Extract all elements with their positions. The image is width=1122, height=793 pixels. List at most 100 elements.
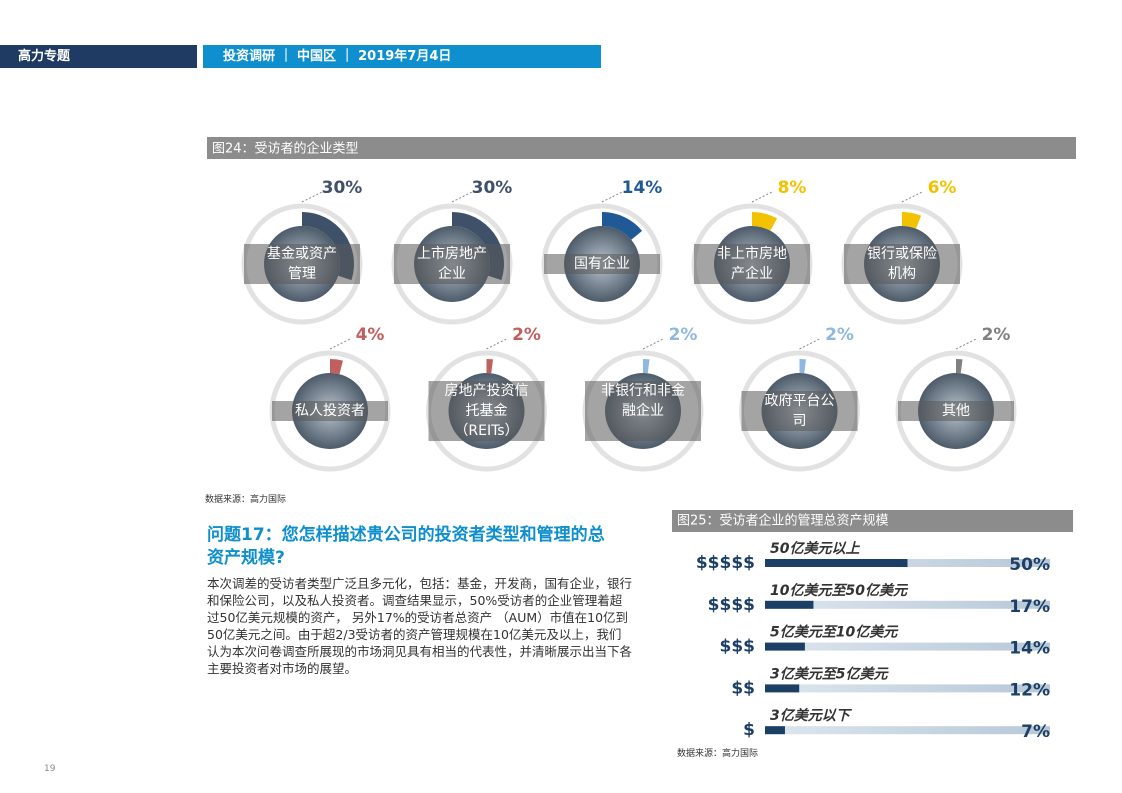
label-band [428, 381, 545, 441]
title-bar [207, 137, 1076, 159]
category-label: 基金或资产管理 [267, 245, 337, 282]
label-line: 非上市房地 [717, 245, 787, 262]
donut-segment [330, 359, 343, 375]
bar [765, 559, 908, 567]
bar [765, 642, 805, 651]
value-label: 4% [356, 325, 385, 345]
value-label: 30% [472, 178, 513, 198]
source: 数据来源：高力国际 [205, 495, 287, 505]
label-line: 产企业 [731, 265, 773, 282]
category-label: 3亿美元以下 [770, 707, 853, 724]
leader [486, 338, 507, 350]
category-label: 上市房地产企业 [417, 245, 487, 282]
bar [765, 726, 785, 735]
value-label: 6% [928, 178, 957, 198]
label-band [694, 244, 810, 284]
value-label: 2% [669, 325, 698, 345]
leader [642, 338, 664, 350]
category-label: 国有企业 [574, 255, 630, 272]
bar [765, 684, 800, 693]
icon-label: $$$$ [708, 595, 755, 615]
chart-title: 图24：受访者的企业类型 [212, 141, 359, 157]
category-label: 5亿美元至10亿美元 [770, 624, 899, 641]
value-label: 2% [512, 325, 541, 345]
value-label: 8% [778, 178, 807, 198]
label-line: 融企业 [622, 402, 664, 419]
label-band [394, 244, 510, 284]
label-line: 银行或保险 [867, 246, 937, 262]
donut-segment [956, 359, 963, 374]
label-line: 政府平台公 [765, 393, 835, 409]
donut-segment [643, 359, 650, 374]
donut-segment [752, 212, 778, 231]
label-band [741, 391, 858, 431]
bar-track [765, 642, 1050, 651]
leader [901, 191, 923, 203]
title-bar [672, 510, 1073, 532]
donut-segment [486, 359, 494, 374]
header-right: 投资调研 ｜ 中国区 ｜ 2019年7月4日 [203, 45, 601, 68]
chart-title: 图25：受访者企业的管理总资产规模 [677, 513, 889, 529]
category-label: 私人投资者 [295, 403, 365, 419]
label-line: 托基金 [466, 402, 508, 419]
leader [329, 338, 351, 350]
donut-segment [602, 212, 643, 240]
label-band [244, 244, 360, 284]
bar-track [765, 726, 1050, 735]
header-left: 高力专题 [0, 45, 197, 68]
label-line: 企业 [438, 265, 466, 282]
label-line: 管理 [288, 266, 316, 282]
body-text: 本次调差的受访者类型广泛且多元化，包括：基金，开发商，国有企业，银行和保险公司，… [207, 576, 633, 676]
question: 问题17：您怎样描述贵公司的投资者类型和管理的总资产规模? [207, 525, 605, 568]
value-label: 14% [1009, 639, 1050, 659]
page-number: 19 [44, 764, 56, 774]
leader [955, 338, 977, 350]
bar-track [765, 684, 1050, 693]
leader [301, 191, 323, 203]
label-band [544, 254, 660, 274]
category-label: 3亿美元至5亿美元 [770, 665, 889, 682]
label-line: 基金或资产 [267, 245, 337, 262]
category-label: 10亿美元至50亿美元 [770, 582, 909, 599]
icon-label: $ [743, 720, 755, 740]
label-line: 司 [793, 413, 807, 429]
leader [601, 191, 623, 203]
label-line: 非银行和非金 [601, 383, 685, 399]
value-label: 7% [1021, 722, 1050, 742]
value-label: 12% [1009, 680, 1050, 700]
icon-label: $$ [731, 678, 755, 698]
label-line: 房地产投资信 [445, 383, 529, 399]
source: 数据来源：高力国际 [677, 749, 759, 759]
label-line: 机构 [888, 266, 916, 282]
label-band [272, 401, 388, 421]
category-label: 其他 [942, 403, 970, 419]
value-label: 30% [322, 178, 363, 198]
donut-segment [799, 359, 807, 374]
label-line: （REITs） [454, 423, 518, 439]
category-label: 50亿美元以上 [770, 540, 860, 557]
category-label: 非银行和非金融企业 [601, 383, 685, 419]
label-band [585, 381, 701, 441]
label-line: 上市房地产 [417, 245, 487, 262]
leader [451, 191, 473, 203]
label-band [844, 244, 960, 284]
category-label: 政府平台公司 [765, 393, 835, 429]
category-label: 房地产投资信托基金 （REITs） [445, 383, 529, 439]
label-band [898, 401, 1014, 421]
value-label: 2% [982, 325, 1011, 345]
bar-track [765, 600, 1050, 609]
icon-label: $$$ [720, 637, 756, 657]
value-label: 50% [1009, 555, 1050, 575]
value-label: 14% [622, 178, 663, 198]
leader [799, 338, 820, 350]
value-label: 17% [1009, 597, 1050, 617]
leader [751, 191, 773, 203]
bar [765, 600, 814, 609]
category-label: 银行或保险机构 [867, 246, 937, 282]
icon-label: $$$$$ [696, 553, 755, 573]
donut-segment [902, 212, 922, 229]
value-label: 2% [825, 325, 854, 345]
category-label: 非上市房地产企业 [717, 245, 787, 282]
